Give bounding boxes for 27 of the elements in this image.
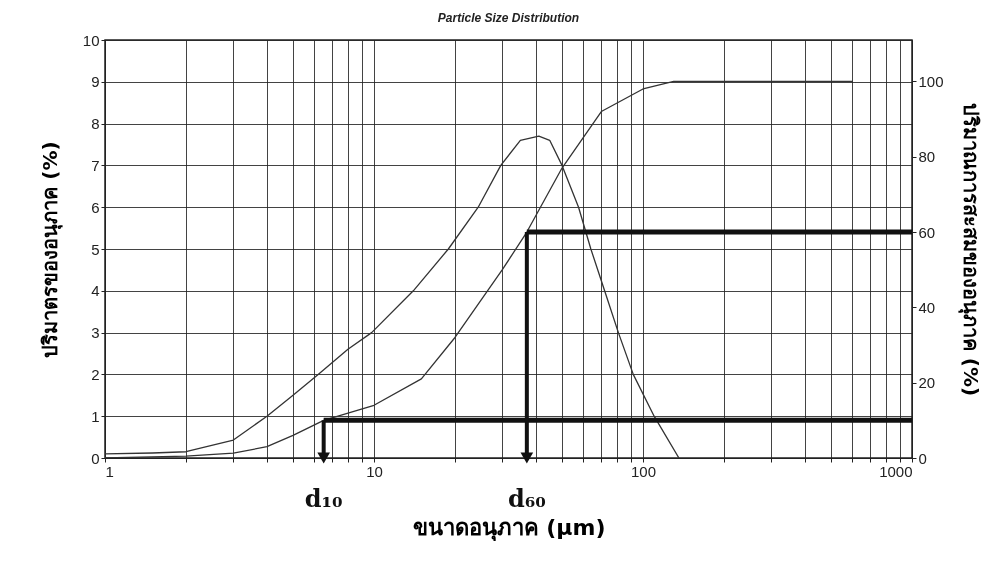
y2-tick-label: 40 bbox=[918, 298, 936, 316]
y-tick-label: 6 bbox=[91, 198, 100, 216]
chart-title: Particle Size Distribution bbox=[437, 11, 580, 25]
x-axis-title: ขนาดอนุภาค (µm) bbox=[412, 514, 606, 542]
y-tick-label: 2 bbox=[91, 365, 100, 383]
y2-tick-label: 80 bbox=[918, 148, 936, 166]
y2-tick-label: 0 bbox=[918, 449, 927, 467]
y2-axis-title: ปริมาณการสะสมของอนุภาค (%) bbox=[957, 102, 983, 397]
y-tick-label: 7 bbox=[91, 156, 100, 174]
y2-tick-label: 60 bbox=[918, 223, 936, 241]
ref-line-label: d₆₀ bbox=[507, 484, 546, 513]
ref-line-label: d₁₀ bbox=[304, 484, 343, 513]
y-axis-title: ปริมาตรของอนุภาค (%) bbox=[37, 141, 63, 358]
x-tick-label: 10 bbox=[366, 462, 383, 480]
y2-tick-label: 100 bbox=[918, 72, 944, 90]
y-tick-label: 1 bbox=[91, 407, 100, 425]
y-tick-label: 0 bbox=[91, 449, 100, 467]
y-tick-label: 10 bbox=[82, 31, 100, 49]
y-tick-label: 9 bbox=[91, 73, 100, 91]
x-tick-label: 100 bbox=[630, 462, 657, 480]
y-tick-label: 8 bbox=[91, 115, 100, 133]
y2-tick-label: 20 bbox=[918, 374, 936, 392]
y-tick-label: 3 bbox=[91, 324, 100, 342]
x-tick-label: 1 bbox=[105, 462, 114, 480]
y-tick-label: 5 bbox=[91, 240, 100, 258]
x-tick-label: 1000 bbox=[879, 462, 913, 480]
y-tick-label: 4 bbox=[91, 282, 100, 300]
